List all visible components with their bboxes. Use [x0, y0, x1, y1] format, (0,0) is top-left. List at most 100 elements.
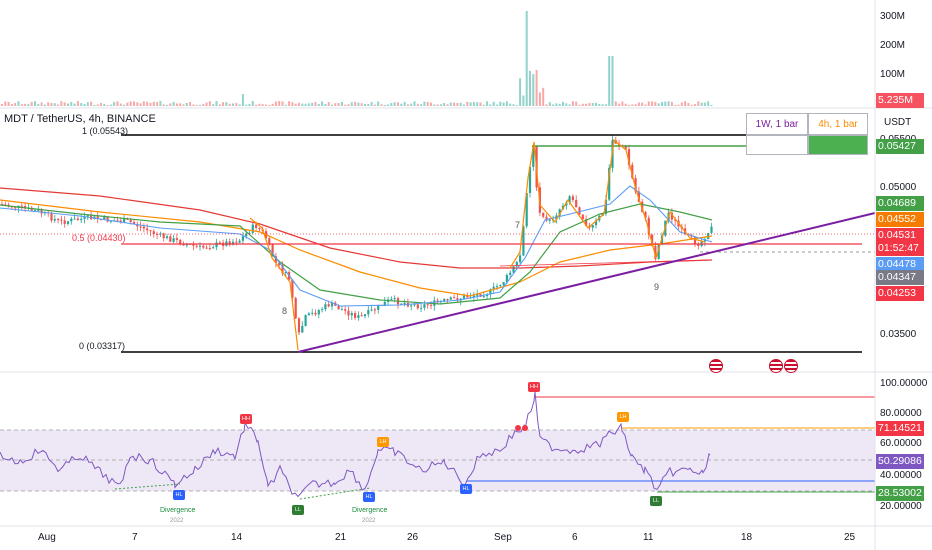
rsi-hl-marker[interactable]: HL	[173, 490, 185, 500]
volume-bar	[133, 101, 135, 106]
divergence-year: 2022	[362, 518, 376, 524]
volume-bar	[634, 104, 637, 106]
volume-bar	[446, 104, 449, 106]
volume-axis-label: 200M	[880, 40, 906, 51]
rsi-hl-marker[interactable]: HL	[460, 484, 472, 494]
volume-bar	[680, 102, 683, 106]
rsi-ll-marker[interactable]: LL	[292, 505, 304, 515]
volume-bar	[654, 101, 657, 106]
price-tag-ma-orange: 0.04552	[876, 212, 924, 227]
rsi-pivot-dot	[515, 425, 521, 431]
volume-bar	[502, 102, 505, 106]
volume-bar	[433, 104, 436, 106]
rsi-lh-marker[interactable]: LH	[377, 437, 389, 447]
volume-bar	[400, 103, 403, 106]
candle-body	[76, 218, 79, 221]
timeframe-4h-box[interactable]: 4h, 1 bar	[808, 113, 868, 135]
volume-bar	[403, 101, 406, 106]
volume-bar	[522, 95, 525, 106]
rsi-hl-marker[interactable]: HL	[363, 492, 375, 502]
volume-bar	[139, 103, 142, 106]
candle-body	[165, 236, 169, 239]
rsi-ll-marker[interactable]: LL	[650, 496, 662, 506]
candle-body	[390, 298, 393, 300]
candle-body	[644, 212, 647, 218]
volume-bar	[317, 103, 320, 106]
volume-bar	[274, 101, 277, 106]
candle-body	[119, 220, 122, 223]
volume-bar	[512, 104, 515, 106]
candle-body	[0, 204, 4, 205]
candle-body	[152, 231, 155, 235]
price-tag-ma-green: 0.04689	[876, 196, 924, 211]
volume-bar	[288, 101, 291, 106]
bar-countdown: 01:52:47	[876, 241, 924, 256]
candle-body	[505, 274, 508, 283]
ascending-trendline	[297, 212, 876, 353]
candle-body	[565, 202, 568, 206]
candle-body	[109, 220, 112, 222]
volume-bar	[552, 104, 555, 106]
volume-bar	[509, 103, 512, 106]
volume-bar	[228, 103, 231, 106]
divergence-label: Divergence	[160, 507, 196, 514]
volume-bar	[205, 102, 208, 106]
volume-bar	[631, 104, 634, 106]
volume-bar	[291, 102, 294, 106]
candle-body	[604, 199, 607, 214]
candle-body	[476, 293, 479, 296]
volume-bar	[182, 104, 185, 106]
candle-body	[568, 196, 571, 203]
rsi-hh-marker[interactable]: HH	[240, 414, 252, 424]
candle-body	[330, 302, 334, 307]
volume-bar	[575, 101, 578, 106]
volume-bar	[581, 103, 584, 106]
volume-bar	[598, 103, 601, 106]
candle-body	[578, 207, 581, 215]
candle-body	[103, 216, 106, 220]
volume-bar	[334, 103, 337, 106]
volume-bar	[113, 101, 116, 106]
volume-bar	[545, 104, 548, 106]
volume-bar	[558, 103, 561, 106]
candle-body	[624, 146, 627, 150]
volume-bar	[535, 70, 538, 106]
rsi-tag-current: 50.29086	[876, 454, 924, 469]
time-axis-label: 7	[132, 532, 138, 543]
currency-label[interactable]: USDT	[884, 117, 912, 128]
candle-body	[594, 220, 598, 226]
volume-bar	[565, 103, 568, 106]
rsi-hh-marker[interactable]: HH	[528, 382, 540, 392]
volume-bar	[4, 101, 7, 106]
volume-bar	[225, 102, 228, 106]
volume-bar	[67, 103, 69, 106]
candle-body	[271, 243, 274, 257]
volume-bar	[215, 101, 218, 106]
rsi-lh-marker[interactable]: LH	[617, 412, 629, 422]
volume-bar	[571, 101, 574, 106]
volume-bar	[357, 102, 360, 106]
candle-body	[208, 248, 211, 250]
us-flag-event-icon[interactable]	[769, 359, 783, 373]
candle-body	[159, 233, 162, 235]
volume-bar	[83, 103, 86, 106]
candle-body	[495, 286, 499, 288]
candle-body	[710, 226, 713, 233]
candle-body	[169, 236, 172, 242]
candle-body	[149, 230, 152, 232]
volume-bar	[420, 104, 423, 106]
volume-bar	[529, 71, 531, 106]
candle-body	[284, 272, 287, 274]
price-axis-label: 0.03500	[880, 329, 917, 340]
timeframe-weekly-box[interactable]: 1W, 1 bar	[746, 113, 808, 135]
price-tag-ma-blue: 0.04478	[876, 257, 924, 272]
candle-body	[548, 219, 551, 221]
time-axis-label: 14	[231, 532, 243, 543]
volume-bar	[684, 101, 687, 106]
wave-label-8: 8	[282, 306, 288, 316]
candle-body	[651, 234, 654, 246]
us-flag-event-icon[interactable]	[709, 359, 723, 373]
candle-body	[215, 242, 218, 248]
us-flag-event-icon[interactable]	[784, 359, 798, 373]
